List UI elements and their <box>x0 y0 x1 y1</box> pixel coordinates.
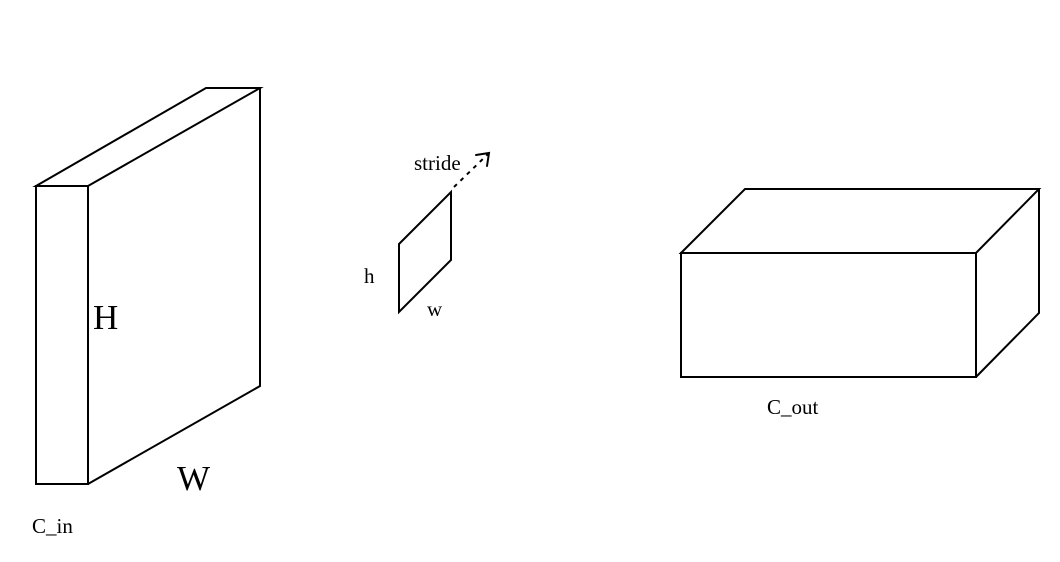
kernel-shape <box>398 189 452 315</box>
input-volume-top-face <box>32 87 264 187</box>
input-height-label: H <box>93 298 118 337</box>
output-volume-side-face <box>975 188 1040 378</box>
input-volume <box>32 87 264 485</box>
output-volume-top-face <box>678 188 1042 254</box>
input-volume-front-face <box>35 185 89 485</box>
stride-arrow-head <box>475 151 491 167</box>
output-volume-front-face <box>680 252 977 378</box>
kernel-width-label: w <box>427 297 443 321</box>
stride-arrow-shaft <box>453 153 489 188</box>
kernel <box>398 189 452 315</box>
input-width-label: W <box>177 459 210 498</box>
stride-label: stride <box>414 151 461 175</box>
input-channels-label: C_in <box>32 514 73 538</box>
output-channels-label: C_out <box>767 395 819 419</box>
stride-arrow <box>453 151 491 188</box>
output-volume <box>678 188 1042 378</box>
input-volume-side-face <box>87 87 261 485</box>
kernel-height-label: h <box>364 264 375 288</box>
